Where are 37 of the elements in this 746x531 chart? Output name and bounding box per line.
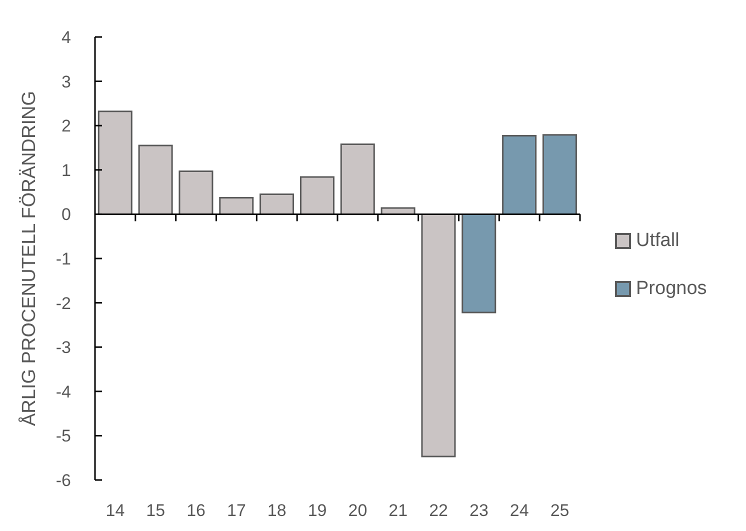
y-tick-label: 2 (62, 116, 71, 136)
bar (260, 194, 294, 215)
bar (462, 213, 496, 314)
x-tick-label: 16 (186, 501, 206, 520)
x-tick-label: 19 (308, 501, 327, 520)
y-tick-label: -5 (56, 426, 71, 446)
x-tick-label: 18 (267, 501, 286, 520)
bar (502, 135, 537, 215)
bar (98, 110, 132, 215)
y-tick-label: 1 (62, 160, 71, 180)
x-tick-label: 17 (226, 501, 246, 520)
y-tick-label: 4 (62, 28, 71, 48)
x-tick-label: 20 (348, 501, 368, 520)
x-tick-label: 23 (469, 501, 488, 520)
y-axis-title: ÅRLIG PROCENUTELL FÖRÄNDRING (18, 90, 40, 426)
y-tick-label: 3 (62, 72, 71, 92)
bar (542, 134, 577, 215)
bar (219, 197, 254, 215)
x-tick-label: 25 (550, 501, 570, 520)
bar (300, 176, 334, 215)
bar (138, 144, 173, 215)
y-tick-label: -3 (56, 338, 71, 358)
legend-label: Prognos (636, 278, 707, 300)
y-tick-label: 0 (62, 205, 71, 224)
y-tick-label: -4 (56, 382, 71, 402)
x-tick-label: 24 (510, 501, 529, 520)
bar (178, 170, 214, 215)
legend-label: Utfall (636, 230, 680, 252)
bar (421, 213, 456, 458)
x-tick-label: 15 (146, 501, 166, 520)
bar (340, 143, 375, 215)
y-tick-label: -2 (56, 294, 71, 313)
y-tick-label: -1 (56, 250, 71, 269)
x-tick-label: 14 (106, 501, 125, 520)
x-tick-label: 22 (429, 501, 448, 520)
x-tick-label: 21 (388, 501, 408, 520)
y-tick-label: -6 (56, 471, 71, 490)
